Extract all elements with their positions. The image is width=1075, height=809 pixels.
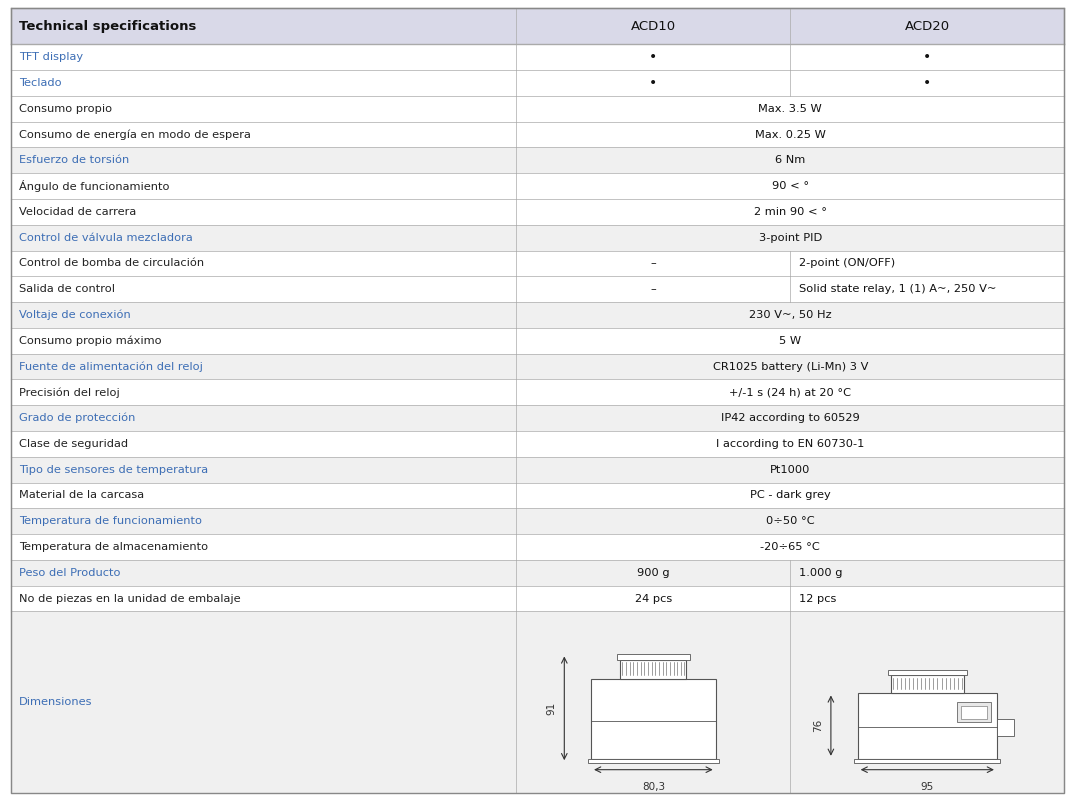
FancyBboxPatch shape [11, 302, 1064, 328]
Bar [997, 719, 1014, 735]
Text: –: – [650, 284, 656, 294]
Bar [591, 680, 716, 759]
Text: 3-point PID: 3-point PID [759, 233, 822, 243]
Text: Max. 0.25 W: Max. 0.25 W [755, 129, 826, 140]
Text: Max. 3.5 W: Max. 3.5 W [759, 104, 822, 114]
FancyBboxPatch shape [11, 560, 1064, 586]
Text: Tipo de sensores de temperatura: Tipo de sensores de temperatura [19, 464, 209, 475]
Text: Fuente de alimentación del reloj: Fuente de alimentación del reloj [19, 362, 203, 372]
Bar [617, 654, 689, 659]
Text: 5 W: 5 W [779, 336, 801, 345]
FancyBboxPatch shape [11, 147, 1064, 173]
Text: 230 V~, 50 Hz: 230 V~, 50 Hz [749, 310, 832, 320]
Text: 2 min 90 < °: 2 min 90 < ° [754, 207, 827, 217]
Text: –: – [650, 258, 656, 269]
Text: 80,3: 80,3 [642, 781, 665, 792]
Text: Solid state relay, 1 (1) A~, 250 V~: Solid state relay, 1 (1) A~, 250 V~ [799, 284, 997, 294]
FancyBboxPatch shape [11, 70, 1064, 96]
FancyBboxPatch shape [11, 431, 1064, 457]
FancyBboxPatch shape [11, 199, 1064, 225]
FancyBboxPatch shape [11, 508, 1064, 534]
Text: CR1025 battery (Li-Mn) 3 V: CR1025 battery (Li-Mn) 3 V [713, 362, 868, 371]
Text: •: • [649, 50, 658, 64]
Text: No de piezas en la unidad de embalaje: No de piezas en la unidad de embalaje [19, 594, 241, 604]
Text: •: • [923, 76, 931, 90]
FancyBboxPatch shape [11, 121, 1064, 147]
Text: -20÷65 °C: -20÷65 °C [760, 542, 820, 552]
Bar [961, 705, 987, 719]
Bar [891, 675, 964, 693]
Text: 76: 76 [813, 719, 823, 732]
Text: Ángulo de funcionamiento: Ángulo de funcionamiento [19, 180, 170, 192]
FancyBboxPatch shape [11, 277, 1064, 302]
Text: Dimensiones: Dimensiones [19, 697, 92, 707]
Bar [620, 659, 686, 680]
Text: 12 pcs: 12 pcs [799, 594, 836, 604]
Bar [858, 693, 997, 759]
Text: PC - dark grey: PC - dark grey [750, 490, 831, 501]
FancyBboxPatch shape [11, 457, 1064, 482]
Text: ACD10: ACD10 [631, 19, 676, 32]
Text: IP42 according to 60529: IP42 according to 60529 [721, 413, 860, 423]
Text: Esfuerzo de torsión: Esfuerzo de torsión [19, 155, 130, 165]
Text: Control de válvula mezcladora: Control de válvula mezcladora [19, 233, 194, 243]
Text: Temperatura de funcionamiento: Temperatura de funcionamiento [19, 516, 202, 526]
Text: Technical specifications: Technical specifications [19, 19, 197, 32]
Text: Consumo propio: Consumo propio [19, 104, 113, 114]
FancyBboxPatch shape [11, 586, 1064, 612]
Text: Voltaje de conexión: Voltaje de conexión [19, 310, 131, 320]
Text: Velocidad de carrera: Velocidad de carrera [19, 207, 137, 217]
FancyBboxPatch shape [11, 225, 1064, 251]
FancyBboxPatch shape [11, 534, 1064, 560]
Bar [957, 702, 991, 722]
Text: 1.000 g: 1.000 g [799, 568, 843, 578]
Text: Salida de control: Salida de control [19, 284, 115, 294]
FancyBboxPatch shape [11, 8, 1064, 44]
Text: Precisión del reloj: Precisión del reloj [19, 387, 120, 397]
Bar [888, 670, 966, 675]
Text: 90 < °: 90 < ° [772, 181, 808, 191]
Text: 91: 91 [546, 701, 557, 715]
Text: Grado de protección: Grado de protección [19, 413, 135, 423]
FancyBboxPatch shape [11, 328, 1064, 354]
FancyBboxPatch shape [11, 405, 1064, 431]
Text: I according to EN 60730-1: I according to EN 60730-1 [716, 439, 864, 449]
FancyBboxPatch shape [11, 354, 1064, 379]
FancyBboxPatch shape [11, 379, 1064, 405]
Bar [855, 759, 1001, 763]
Text: 24 pcs: 24 pcs [634, 594, 672, 604]
Text: ACD20: ACD20 [905, 19, 950, 32]
FancyBboxPatch shape [11, 173, 1064, 199]
FancyBboxPatch shape [11, 96, 1064, 121]
Text: 95: 95 [920, 781, 934, 792]
Text: 2-point (ON/OFF): 2-point (ON/OFF) [799, 258, 895, 269]
Text: Pt1000: Pt1000 [770, 464, 811, 475]
Bar [588, 759, 719, 763]
Text: TFT display: TFT display [19, 53, 84, 62]
Text: Material de la carcasa: Material de la carcasa [19, 490, 144, 501]
Text: Consumo de energía en modo de espera: Consumo de energía en modo de espera [19, 129, 252, 140]
Text: Control de bomba de circulación: Control de bomba de circulación [19, 258, 204, 269]
Text: Peso del Producto: Peso del Producto [19, 568, 120, 578]
Text: •: • [923, 50, 931, 64]
Text: 6 Nm: 6 Nm [775, 155, 805, 165]
Text: Clase de seguridad: Clase de seguridad [19, 439, 129, 449]
Text: •: • [649, 76, 658, 90]
FancyBboxPatch shape [11, 44, 1064, 70]
Text: 900 g: 900 g [637, 568, 670, 578]
Text: Temperatura de almacenamiento: Temperatura de almacenamiento [19, 542, 209, 552]
FancyBboxPatch shape [11, 251, 1064, 277]
Text: Consumo propio máximo: Consumo propio máximo [19, 336, 162, 346]
Text: 0÷50 °C: 0÷50 °C [766, 516, 815, 526]
Text: Teclado: Teclado [19, 78, 62, 88]
FancyBboxPatch shape [11, 612, 1064, 793]
FancyBboxPatch shape [11, 482, 1064, 508]
Text: +/-1 s (24 h) at 20 °C: +/-1 s (24 h) at 20 °C [729, 388, 851, 397]
